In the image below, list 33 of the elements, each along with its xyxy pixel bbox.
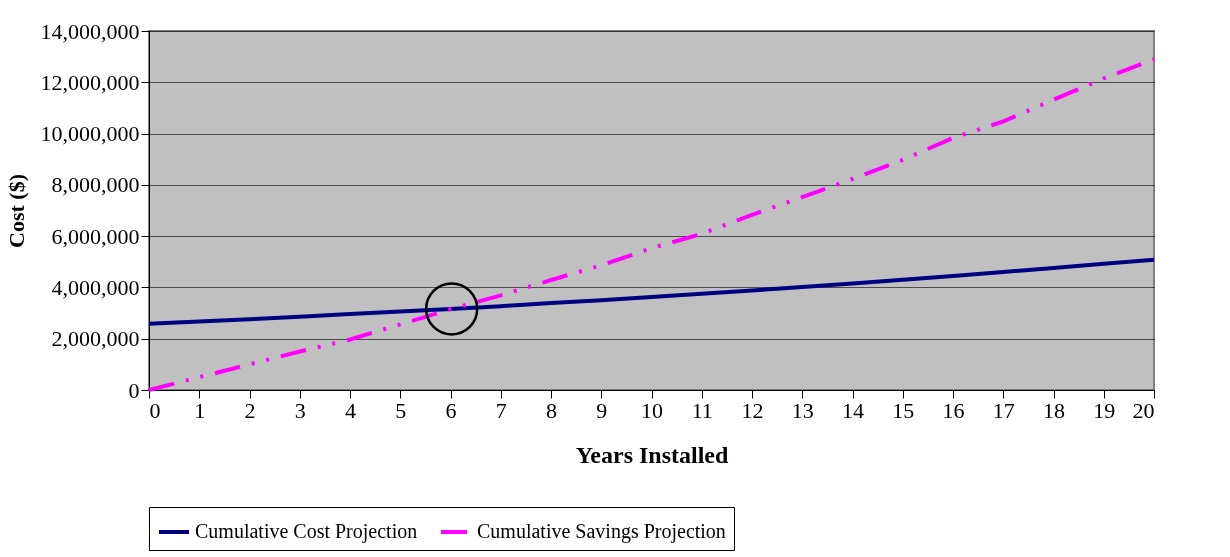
x-tick-label: 19 — [1093, 397, 1116, 423]
x-tick-label: 6 — [445, 397, 457, 423]
y-tick-label: 0 — [128, 377, 140, 403]
y-tick-label: 2,000,000 — [51, 326, 140, 352]
x-tick-label: 11 — [691, 397, 713, 423]
legend-label: Cumulative Cost Projection — [195, 520, 418, 543]
x-tick-label: 9 — [596, 397, 608, 423]
y-tick-label: 8,000,000 — [51, 172, 140, 198]
x-tick-label: 17 — [992, 397, 1015, 423]
y-axis-title: Cost ($) — [3, 174, 29, 248]
x-tick-label: 4 — [345, 397, 356, 423]
x-tick-label: 10 — [641, 397, 663, 423]
x-tick-label: 7 — [495, 397, 507, 423]
x-tick-label: 13 — [791, 397, 814, 423]
x-tick-label: 14 — [842, 397, 864, 423]
x-tick-label: 15 — [892, 397, 915, 423]
y-tick-label: 6,000,000 — [51, 223, 140, 249]
y-tick-label: 14,000,000 — [40, 18, 140, 44]
legend-label: Cumulative Savings Projection — [477, 520, 726, 543]
x-tick-label: 3 — [294, 397, 306, 423]
y-tick-label: 12,000,000 — [40, 69, 140, 95]
x-tick-label: 20 — [1132, 397, 1155, 423]
x-tick-label: 18 — [1043, 397, 1065, 423]
y-tick-label: 10,000,000 — [40, 121, 140, 147]
x-tick-label: 12 — [741, 397, 764, 423]
x-tick-label: 16 — [942, 397, 965, 423]
x-tick-label: 1 — [194, 397, 206, 423]
x-tick-label: 2 — [244, 397, 256, 423]
x-axis-title: Years Installed — [575, 441, 729, 468]
x-tick-label: 0 — [149, 397, 161, 423]
x-tick-label: 5 — [395, 397, 407, 423]
y-tick-label: 4,000,000 — [51, 274, 140, 300]
x-tick-label: 8 — [546, 397, 557, 423]
